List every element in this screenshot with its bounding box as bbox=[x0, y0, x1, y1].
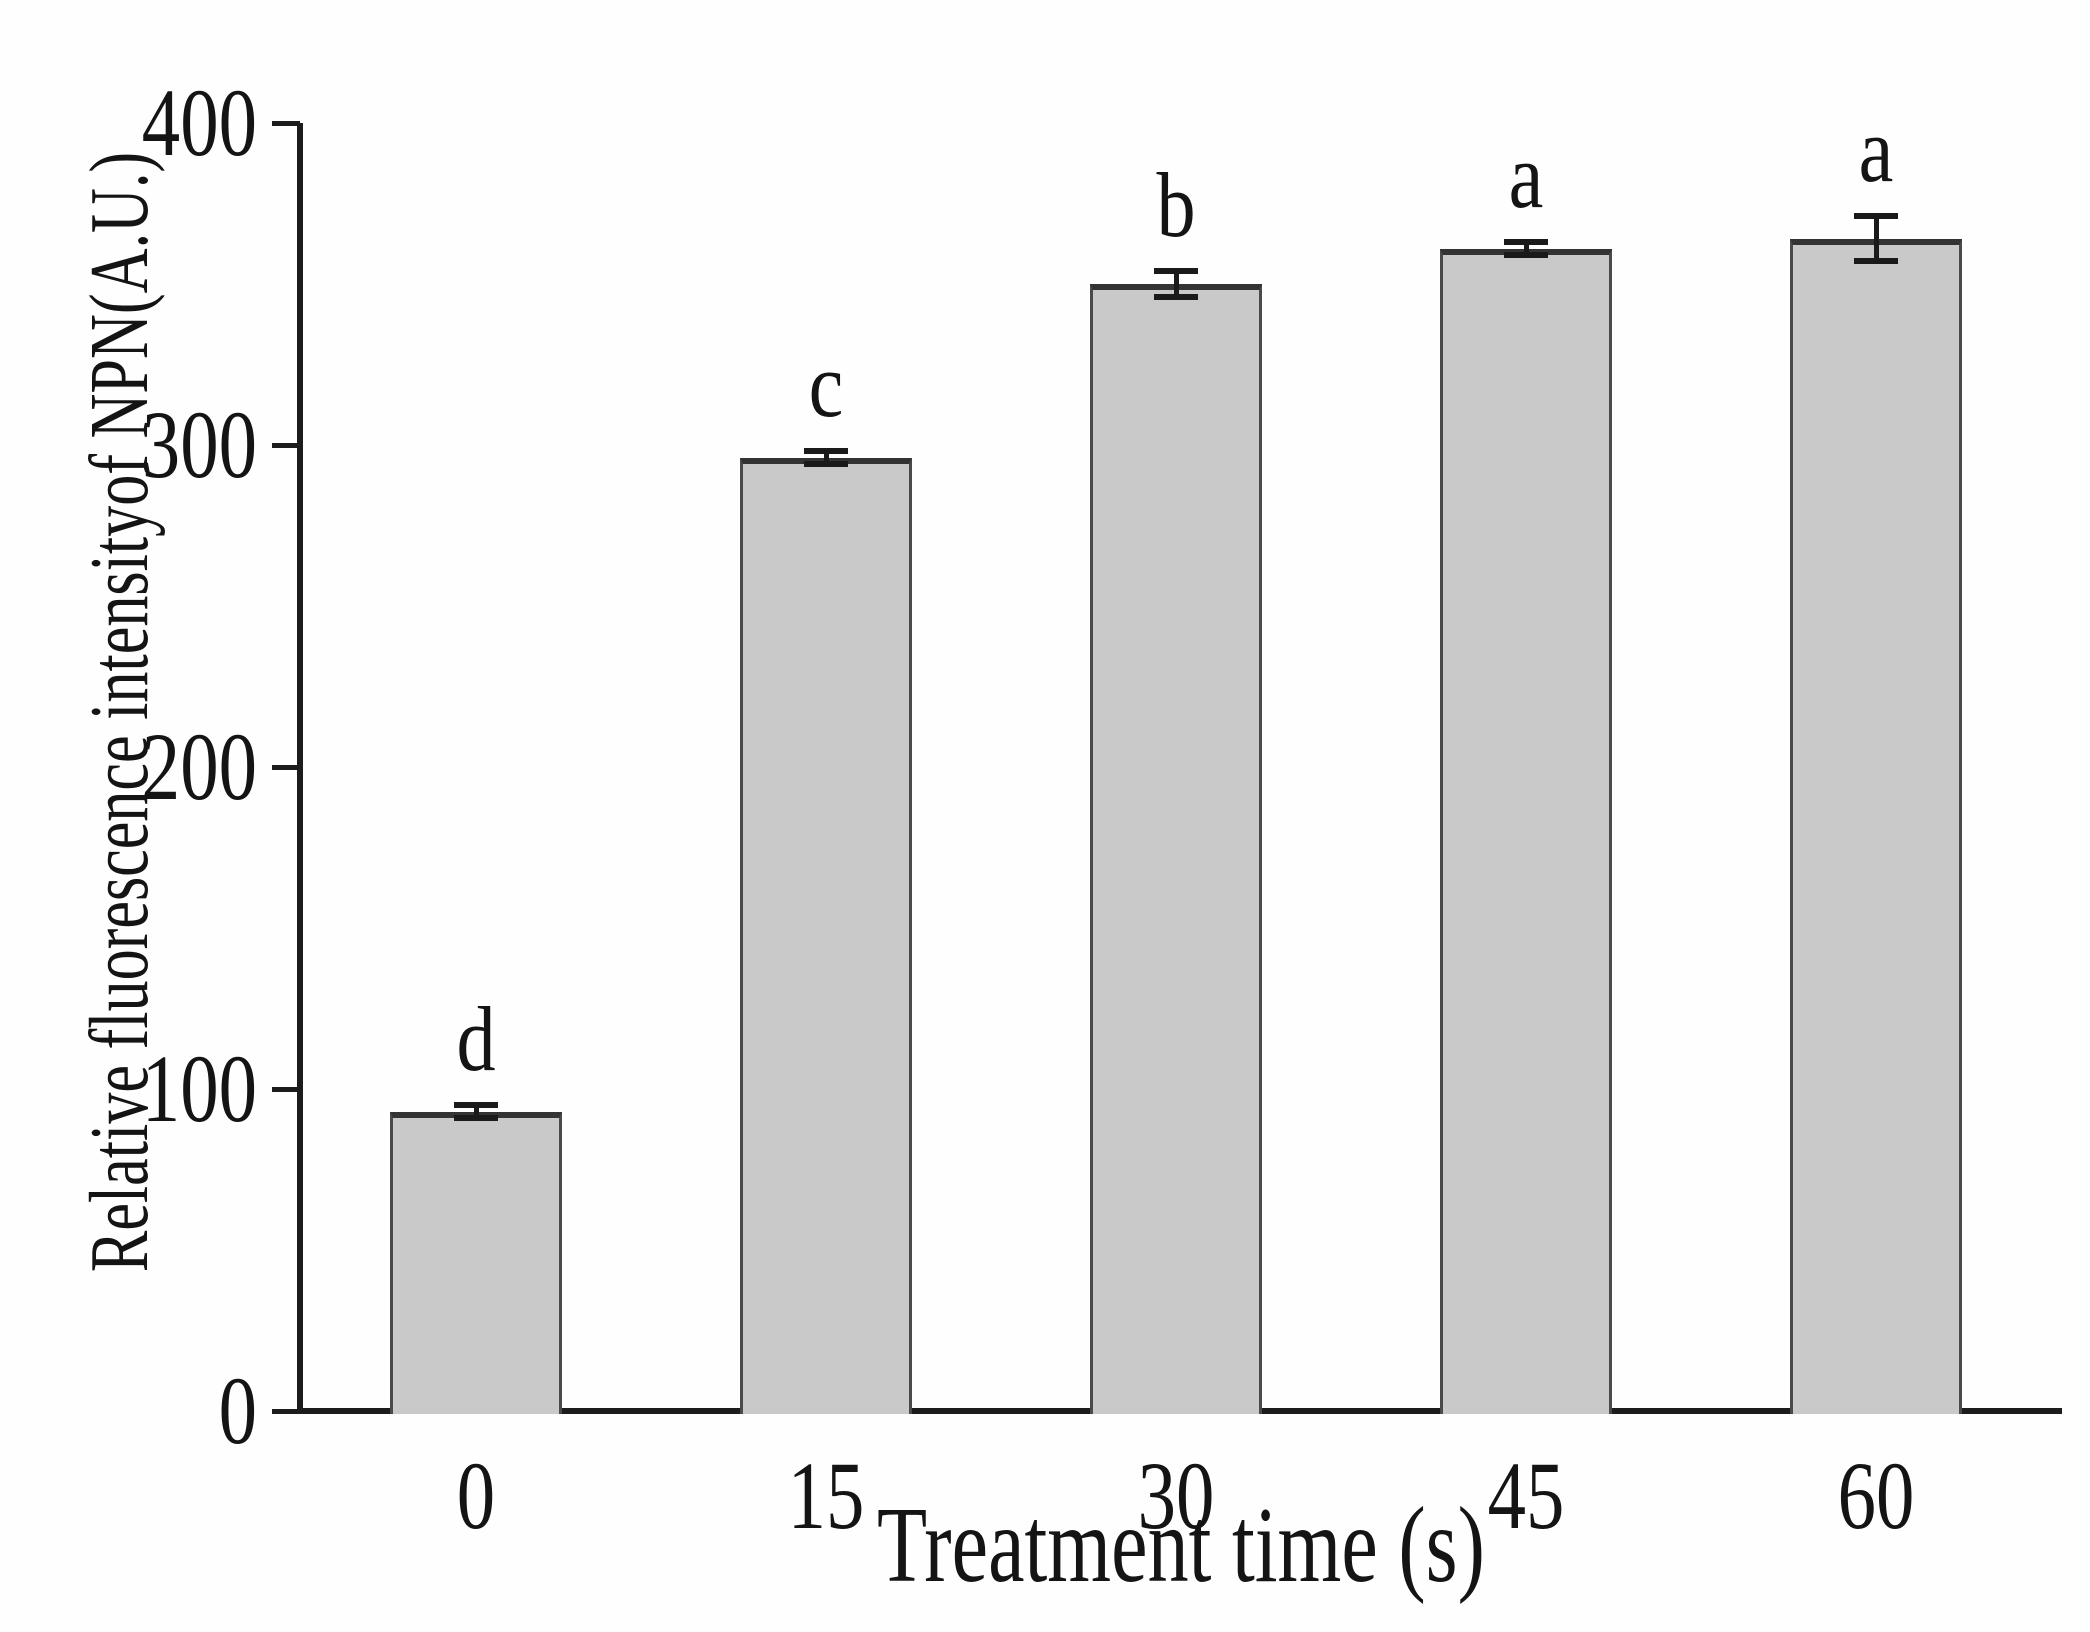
error-bar-stem bbox=[823, 451, 829, 465]
error-bar-stem bbox=[1523, 242, 1529, 255]
y-tick bbox=[272, 1086, 300, 1092]
y-tick-label: 200 bbox=[141, 713, 257, 820]
bar bbox=[740, 457, 912, 1414]
bar bbox=[1790, 238, 1962, 1414]
error-bar-cap-top bbox=[804, 448, 848, 455]
x-axis-title: Treatment time (s) bbox=[877, 1486, 1485, 1605]
bar bbox=[1090, 284, 1262, 1414]
y-tick bbox=[272, 764, 300, 770]
y-tick-label: 400 bbox=[141, 69, 257, 176]
y-tick-label: 300 bbox=[141, 391, 257, 498]
error-bar-cap-bottom bbox=[1854, 258, 1898, 265]
bar bbox=[1440, 248, 1612, 1414]
y-tick bbox=[272, 1408, 300, 1414]
error-bar-cap-bottom bbox=[1154, 293, 1198, 300]
error-bar-cap-bottom bbox=[804, 461, 848, 468]
x-tick-label: 30 bbox=[1137, 1442, 1215, 1549]
y-tick bbox=[272, 442, 300, 448]
significance-letter: a bbox=[1858, 99, 1894, 202]
significance-letter: a bbox=[1508, 125, 1544, 228]
error-bar-stem bbox=[1173, 271, 1179, 297]
x-tick-label: 0 bbox=[456, 1442, 496, 1549]
y-tick bbox=[272, 120, 300, 126]
significance-letter: b bbox=[1156, 154, 1196, 257]
significance-letter: c bbox=[808, 334, 844, 437]
error-bar-cap-top bbox=[454, 1102, 498, 1109]
error-bar-cap-top bbox=[1154, 268, 1198, 275]
error-bar-cap-top bbox=[1504, 239, 1548, 246]
error-bar-cap-top bbox=[1854, 213, 1898, 220]
error-bar-stem bbox=[1873, 216, 1879, 262]
significance-letter: d bbox=[456, 988, 496, 1091]
x-tick-label: 15 bbox=[787, 1442, 865, 1549]
bar bbox=[390, 1111, 562, 1414]
y-tick-label: 100 bbox=[141, 1035, 257, 1142]
error-bar-cap-bottom bbox=[454, 1114, 498, 1121]
x-tick-label: 60 bbox=[1837, 1442, 1915, 1549]
y-axis-line bbox=[297, 123, 303, 1414]
error-bar-stem bbox=[473, 1105, 479, 1118]
y-tick-label: 0 bbox=[218, 1357, 257, 1464]
error-bar-cap-bottom bbox=[1504, 252, 1548, 259]
x-tick-label: 45 bbox=[1487, 1442, 1565, 1549]
